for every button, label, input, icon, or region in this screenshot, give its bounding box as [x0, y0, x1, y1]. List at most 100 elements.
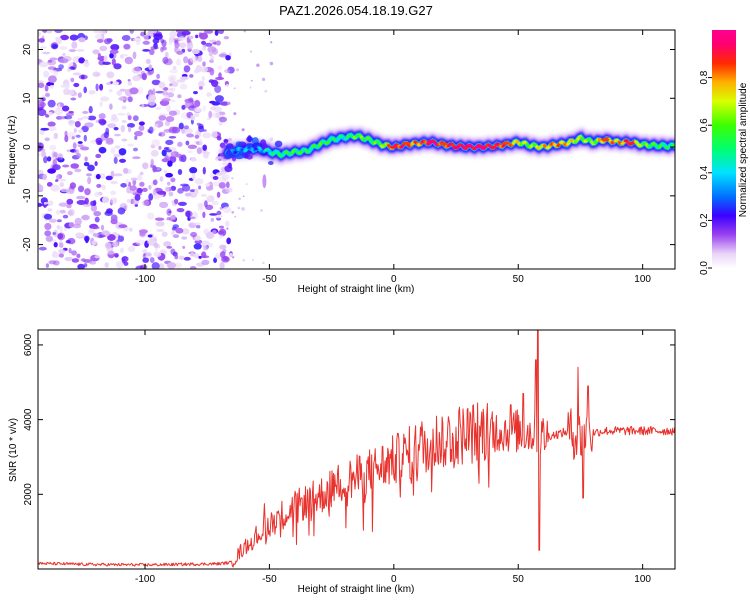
noise-blob	[196, 122, 201, 126]
noise-blob	[38, 169, 44, 174]
noise-blob	[181, 30, 191, 36]
noise-blob	[72, 223, 82, 229]
noise-blob	[174, 255, 179, 260]
noise-blob	[56, 225, 60, 230]
y-tick-label: 0	[22, 144, 33, 150]
noise-blob	[47, 111, 54, 116]
noise-blob	[73, 128, 77, 133]
noise-blob	[129, 87, 139, 95]
noise-blob	[69, 49, 76, 52]
noise-blob	[204, 200, 208, 208]
noise-blob	[113, 127, 119, 131]
noise-blob	[194, 107, 203, 113]
ridge-flare	[274, 140, 283, 148]
noise-blob	[163, 94, 169, 99]
noise-blob	[43, 155, 48, 164]
noise-blob	[150, 46, 159, 50]
ridge-peak	[501, 141, 510, 145]
noise-blob	[225, 187, 233, 193]
ridge-peak	[389, 145, 398, 149]
noise-blob	[186, 42, 194, 50]
noise-blob	[212, 48, 218, 55]
noise-blob	[161, 98, 171, 102]
noise-blob	[209, 67, 215, 76]
noise-blob	[72, 142, 77, 150]
noise-blob	[214, 95, 224, 103]
noise-blob	[77, 92, 82, 98]
ridge-peak	[476, 145, 485, 149]
noise-blob	[223, 255, 229, 261]
noise-blob	[209, 213, 218, 216]
noise-blob	[41, 150, 47, 158]
colorbar-ticks: 0.0 0.2 0.4 0.6 0.8	[699, 70, 712, 275]
noise-blob	[169, 76, 175, 83]
noise-speck	[233, 87, 236, 90]
noise-blob	[76, 195, 86, 200]
noise-blob	[128, 126, 132, 133]
ridge-peak	[601, 138, 610, 142]
noise-blob	[198, 255, 202, 259]
noise-blob	[93, 30, 103, 34]
snr-frame	[37, 329, 676, 570]
noise-blob	[57, 232, 66, 241]
noise-blob	[68, 66, 76, 70]
noise-blob	[77, 117, 84, 121]
noise-blob	[218, 182, 226, 189]
noise-blob	[74, 168, 82, 173]
noise-blob	[106, 137, 114, 144]
noise-blob	[134, 135, 138, 140]
noise-blob	[53, 151, 58, 158]
noise-blob	[48, 218, 57, 223]
noise-blob	[100, 224, 105, 231]
noise-blob	[201, 251, 207, 258]
noise-blob	[205, 183, 210, 187]
noise-blob	[94, 216, 100, 223]
noise-blob	[179, 83, 188, 90]
noise-blob	[88, 105, 93, 114]
noise-blob	[107, 123, 117, 129]
noise-blob	[160, 46, 164, 53]
noise-blob	[44, 137, 50, 142]
noise-blob	[57, 103, 61, 111]
noise-blob	[175, 58, 182, 66]
noise-blob	[120, 183, 128, 188]
noise-blob	[207, 242, 214, 248]
noise-blob	[151, 139, 161, 147]
noise-blob	[38, 38, 45, 43]
noise-blob	[119, 96, 129, 102]
noise-blob	[89, 261, 97, 265]
noise-blob	[138, 121, 145, 126]
snr-y-label: SNR (10 * v/v)	[8, 418, 19, 482]
noise-blob	[71, 136, 75, 140]
snr-x-label: Height of straight line (km)	[298, 584, 415, 595]
noise-blob	[134, 194, 141, 201]
noise-blob	[117, 207, 126, 215]
noise-blob	[214, 85, 222, 93]
noise-blob	[40, 101, 46, 108]
noise-blob	[136, 187, 143, 194]
noise-blob	[148, 193, 154, 201]
noise-blob	[148, 64, 153, 71]
noise-blob	[75, 134, 81, 138]
noise-speck	[231, 211, 234, 214]
noise-blob	[59, 178, 66, 182]
noise-blob	[51, 44, 58, 49]
noise-blob	[64, 256, 74, 262]
noise-blob	[175, 227, 184, 234]
noise-blob	[127, 115, 132, 121]
noise-blob	[77, 185, 85, 193]
noise-blob	[177, 141, 183, 147]
noise-blob	[73, 82, 80, 88]
noise-blob	[215, 214, 223, 219]
ridge-flare	[246, 136, 254, 142]
noise-blob	[64, 135, 69, 143]
noise-blob	[59, 225, 64, 234]
noise-blob	[150, 150, 159, 157]
noise-blob	[220, 251, 226, 259]
noise-blob	[101, 184, 106, 190]
noise-blob	[158, 145, 162, 150]
noise-blob	[130, 177, 138, 181]
noise-blob	[113, 153, 122, 158]
noise-speck	[229, 253, 233, 257]
spectral-noise-field	[38, 30, 274, 269]
